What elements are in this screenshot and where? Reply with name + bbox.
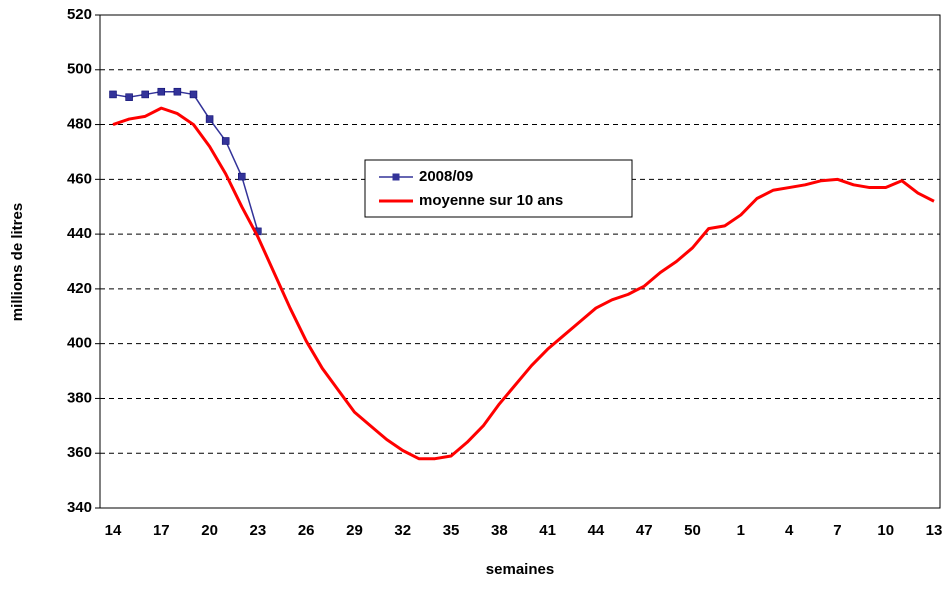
x-tick-label: 23 (250, 522, 267, 539)
x-tick-label: 32 (394, 522, 411, 539)
marker (189, 90, 198, 99)
x-tick-label: 47 (636, 522, 653, 539)
x-tick-label: 35 (443, 522, 460, 539)
x-tick-label: 41 (539, 522, 556, 539)
series-line (112, 90, 259, 232)
x-tick-label: 38 (491, 522, 508, 539)
x-tick-label: 20 (201, 522, 218, 539)
legend-box (364, 159, 633, 218)
y-tick-label: 440 (67, 225, 92, 242)
x-tick-label: 26 (298, 522, 315, 539)
y-tick-label: 380 (67, 389, 92, 406)
x-tick-label: 14 (105, 522, 122, 539)
marker (205, 115, 214, 123)
x-tick-label: 50 (684, 522, 701, 539)
y-tick-label: 360 (67, 444, 92, 461)
y-tick-label: 400 (67, 335, 92, 352)
marker (238, 172, 246, 181)
legend-marker (392, 173, 400, 181)
legend-label: moyenne sur 10 ans (419, 192, 563, 209)
plot-area (99, 14, 941, 509)
marker (157, 87, 166, 96)
marker (141, 90, 149, 99)
x-tick-label: 1 (737, 522, 745, 539)
y-tick-label: 340 (67, 499, 92, 516)
y-tick-label: 500 (67, 61, 92, 78)
x-tick-label: 4 (785, 522, 794, 539)
x-tick-label: 44 (588, 522, 605, 539)
x-tick-label: 13 (926, 522, 943, 539)
x-axis-title: semaines (486, 561, 554, 578)
series-line (112, 106, 935, 461)
marker (109, 90, 117, 99)
marker (125, 93, 133, 101)
x-tick-label: 7 (833, 522, 841, 539)
x-tick-label: 10 (877, 522, 894, 539)
x-tick-label: 29 (346, 522, 363, 539)
y-tick-label: 420 (67, 280, 92, 297)
y-tick-label: 460 (67, 170, 92, 187)
y-tick-label: 480 (67, 116, 92, 133)
y-tick-label: 520 (67, 6, 92, 23)
marker (221, 137, 230, 145)
x-tick-label: 17 (153, 522, 170, 539)
y-axis-title: millions de litres (9, 203, 26, 321)
legend-label: 2008/09 (419, 168, 473, 185)
marker (173, 87, 182, 96)
